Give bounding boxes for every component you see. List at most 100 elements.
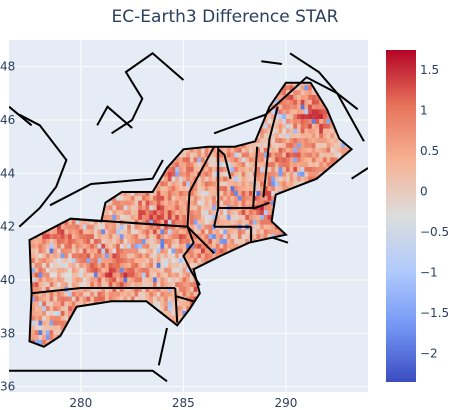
- heatmap-cell: [182, 204, 187, 211]
- heatmap-cell: [175, 219, 180, 225]
- heatmap-cell: [237, 161, 243, 167]
- heatmap-cell: [156, 195, 161, 201]
- heatmap-cell: [93, 267, 99, 273]
- heatmap-cell: [145, 228, 150, 235]
- heatmap-cell: [164, 276, 169, 283]
- heatmap-cell: [141, 209, 147, 215]
- heatmap-cell: [97, 238, 102, 244]
- heatmap-cell: [42, 324, 47, 331]
- heatmap-cell: [189, 195, 195, 201]
- heatmap-cell: [141, 257, 147, 263]
- heatmap-cell: [45, 296, 51, 302]
- heatmap-cell: [53, 286, 58, 292]
- heatmap-cell: [167, 300, 173, 307]
- heatmap-cell: [119, 233, 125, 239]
- heatmap-cell: [38, 324, 43, 331]
- heatmap-cell: [197, 185, 202, 191]
- heatmap-cell: [252, 200, 257, 206]
- heatmap-cell: [141, 243, 147, 249]
- heatmap-cell: [175, 185, 180, 191]
- heatmap-cell: [105, 252, 110, 259]
- heatmap-cell: [82, 296, 88, 302]
- heatmap-cell: [245, 214, 250, 220]
- heatmap-cell: [57, 262, 62, 268]
- heatmap-cell: [193, 262, 198, 268]
- heatmap-cell: [86, 262, 91, 268]
- heatmap-cell: [197, 262, 202, 268]
- heatmap-cell: [171, 238, 176, 244]
- heatmap-cell: [42, 291, 47, 297]
- heatmap-cell: [245, 156, 250, 163]
- heatmap-cell: [241, 152, 246, 158]
- heatmap-cell: [204, 252, 209, 259]
- heatmap-cell: [64, 320, 69, 326]
- heatmap-cell: [90, 257, 95, 263]
- heatmap-cell: [57, 276, 62, 283]
- heatmap-cell: [127, 214, 132, 220]
- heatmap-cell: [182, 233, 187, 239]
- heatmap-cell: [79, 272, 84, 278]
- heatmap-cell: [149, 267, 154, 273]
- heatmap-cell: [105, 276, 110, 283]
- heatmap-cell: [34, 252, 40, 259]
- heatmap-cell: [79, 262, 84, 268]
- heatmap-cell: [197, 214, 202, 220]
- heatmap-cell: [42, 315, 47, 321]
- heatmap-cell: [212, 171, 217, 177]
- heatmap-cell: [108, 281, 113, 287]
- heatmap-cell: [189, 204, 195, 211]
- heatmap-cell: [204, 200, 209, 206]
- heatmap-cell: [97, 228, 102, 235]
- heatmap-cell: [178, 257, 184, 263]
- heatmap-cell: [127, 267, 132, 273]
- heatmap-cell: [130, 233, 136, 239]
- heatmap-cell: [197, 219, 202, 225]
- heatmap-cell: [241, 195, 246, 201]
- heatmap-cell: [219, 195, 224, 201]
- heatmap-cell: [145, 243, 150, 249]
- heatmap-cell: [45, 276, 51, 283]
- heatmap-cell: [31, 300, 36, 307]
- heatmap-cell: [130, 243, 136, 249]
- heatmap-cell: [134, 248, 139, 254]
- heatmap-cell: [68, 248, 73, 254]
- heatmap-cell: [105, 291, 110, 297]
- heatmap-cell: [226, 147, 232, 153]
- heatmap-cell: [182, 180, 187, 187]
- heatmap-cell: [171, 195, 176, 201]
- heatmap-cell: [215, 238, 221, 244]
- heatmap-cell: [241, 190, 246, 196]
- heatmap-cell: [171, 248, 176, 254]
- heatmap-cell: [189, 276, 195, 283]
- heatmap-cell: [134, 238, 139, 244]
- heatmap-cell: [119, 228, 125, 235]
- heatmap-cell: [60, 228, 65, 235]
- heatmap-cell: [212, 161, 217, 167]
- heatmap-cell: [193, 224, 198, 230]
- heatmap-cell: [182, 214, 187, 220]
- heatmap-cell: [171, 176, 176, 182]
- heatmap-cell: [164, 257, 169, 263]
- heatmap-cell: [219, 171, 224, 177]
- heatmap-cell: [82, 267, 88, 273]
- heatmap-cell: [160, 214, 165, 220]
- heatmap-cell: [130, 257, 136, 263]
- heatmap-cell: [167, 272, 173, 278]
- heatmap-cell: [138, 272, 143, 278]
- heatmap-cell: [212, 190, 217, 196]
- heatmap-cell: [193, 248, 198, 254]
- heatmap-cell: [149, 296, 154, 302]
- heatmap-cell: [75, 296, 80, 302]
- heatmap-cell: [167, 310, 173, 316]
- heatmap-cell: [186, 152, 191, 158]
- heatmap-cell: [153, 291, 158, 297]
- heatmap-cell: [145, 272, 150, 278]
- heatmap-cell: [245, 171, 250, 177]
- heatmap-cell: [252, 142, 257, 148]
- heatmap-cell: [141, 262, 147, 268]
- heatmap-cell: [134, 190, 139, 196]
- heatmap-cell: [97, 243, 102, 249]
- heatmap-cell: [156, 219, 161, 225]
- heatmap-cell: [138, 238, 143, 244]
- heatmap-cell: [49, 276, 54, 283]
